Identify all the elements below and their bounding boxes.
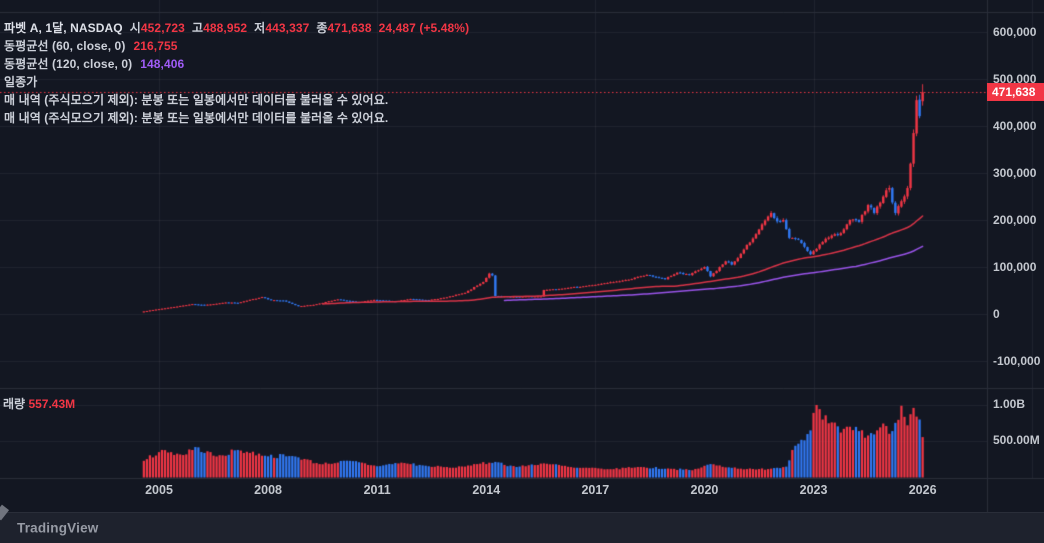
- low-label: 저: [254, 21, 266, 35]
- price-axis-label: -100,000: [993, 354, 1041, 368]
- prev-close-label: 일종가: [4, 75, 38, 89]
- price-axis-label: 0: [993, 307, 1000, 321]
- close-value: 471,638: [327, 21, 372, 35]
- volume-legend-row[interactable]: 래량 557.43M: [3, 396, 75, 412]
- high-label: 고: [191, 21, 204, 35]
- footer-bar: TradingView: [0, 512, 1044, 543]
- time-axis[interactable]: 2005 2008 2011 2014 2017 2020 2023 2026: [0, 478, 987, 511]
- price-chart-canvas[interactable]: [0, 0, 1044, 512]
- time-axis-label: 2005: [145, 483, 173, 497]
- low-value: 443,337: [265, 21, 310, 35]
- price-axis-label: 100,000: [993, 260, 1037, 274]
- ma60-value: 216,755: [133, 39, 178, 53]
- trade-history-notice-row-1[interactable]: 매 내역 (주식모으기 제외): 분봉 또는 일봉에서만 데이터를 불러올 수 …: [4, 91, 469, 109]
- symbol-info-row[interactable]: 파벳 A, 1달, NASDAQ 시452,723 고488,952 저443,337…: [4, 19, 469, 37]
- time-axis-label: 2020: [690, 483, 719, 497]
- close-label: 종: [316, 21, 328, 35]
- last-price-badge: 471,638: [987, 83, 1044, 102]
- price-axis-label: 300,000: [993, 166, 1037, 180]
- notice-text-2: 매 내역 (주식모으기 제외): 분봉 또는 일봉에서만 데이터를 불러올 수 …: [4, 111, 389, 125]
- ma60-legend-row[interactable]: 동평균선 (60, close, 0) 216,755: [4, 37, 469, 55]
- ma120-legend-row[interactable]: 동평균선 (120, close, 0) 148,406: [4, 55, 469, 73]
- chart-legend: 파벳 A, 1달, NASDAQ 시452,723 고488,952 저443,337…: [4, 19, 469, 127]
- time-axis-label: 2026: [908, 483, 937, 497]
- tradingview-link[interactable]: TradingView: [17, 520, 99, 536]
- volume-axis-label: 500.00M: [993, 432, 1040, 447]
- price-axis-label: 600,000: [993, 25, 1037, 39]
- time-axis-label: 2023: [799, 483, 828, 497]
- open-label: 시: [129, 21, 141, 35]
- change-value: 24,487 (+5.48%): [378, 21, 470, 35]
- time-axis-label: 2008: [254, 483, 282, 497]
- high-value: 488,952: [203, 21, 248, 35]
- volume-axis-label: 1.00B: [993, 396, 1026, 411]
- ma120-value: 148,406: [140, 57, 185, 71]
- symbol-title: 파벳 A, 1달, NASDAQ: [4, 21, 123, 35]
- volume-value: 557.43M: [28, 397, 76, 411]
- time-axis-label: 2017: [581, 483, 610, 497]
- price-axis-label: 200,000: [993, 213, 1037, 227]
- price-axis[interactable]: 471,638 600,000 500,000 400,000 300,000 200,…: [987, 0, 1044, 512]
- price-axis-label: 500,000: [993, 72, 1037, 86]
- ma60-label: 동평균선 (60, close, 0): [4, 39, 126, 53]
- time-axis-label: 2014: [472, 483, 501, 497]
- price-axis-label: 400,000: [993, 119, 1037, 133]
- volume-label: 래량: [3, 397, 26, 411]
- notice-text-1: 매 내역 (주식모으기 제외): 분봉 또는 일봉에서만 데이터를 불러올 수 …: [4, 93, 389, 107]
- trade-history-notice-row-2[interactable]: 매 내역 (주식모으기 제외): 분봉 또는 일봉에서만 데이터를 불러올 수 …: [4, 109, 469, 127]
- ma120-label: 동평균선 (120, close, 0): [4, 57, 133, 71]
- open-value: 452,723: [140, 21, 185, 35]
- prev-close-legend-row[interactable]: 일종가: [4, 73, 469, 91]
- time-axis-label: 2011: [363, 483, 391, 497]
